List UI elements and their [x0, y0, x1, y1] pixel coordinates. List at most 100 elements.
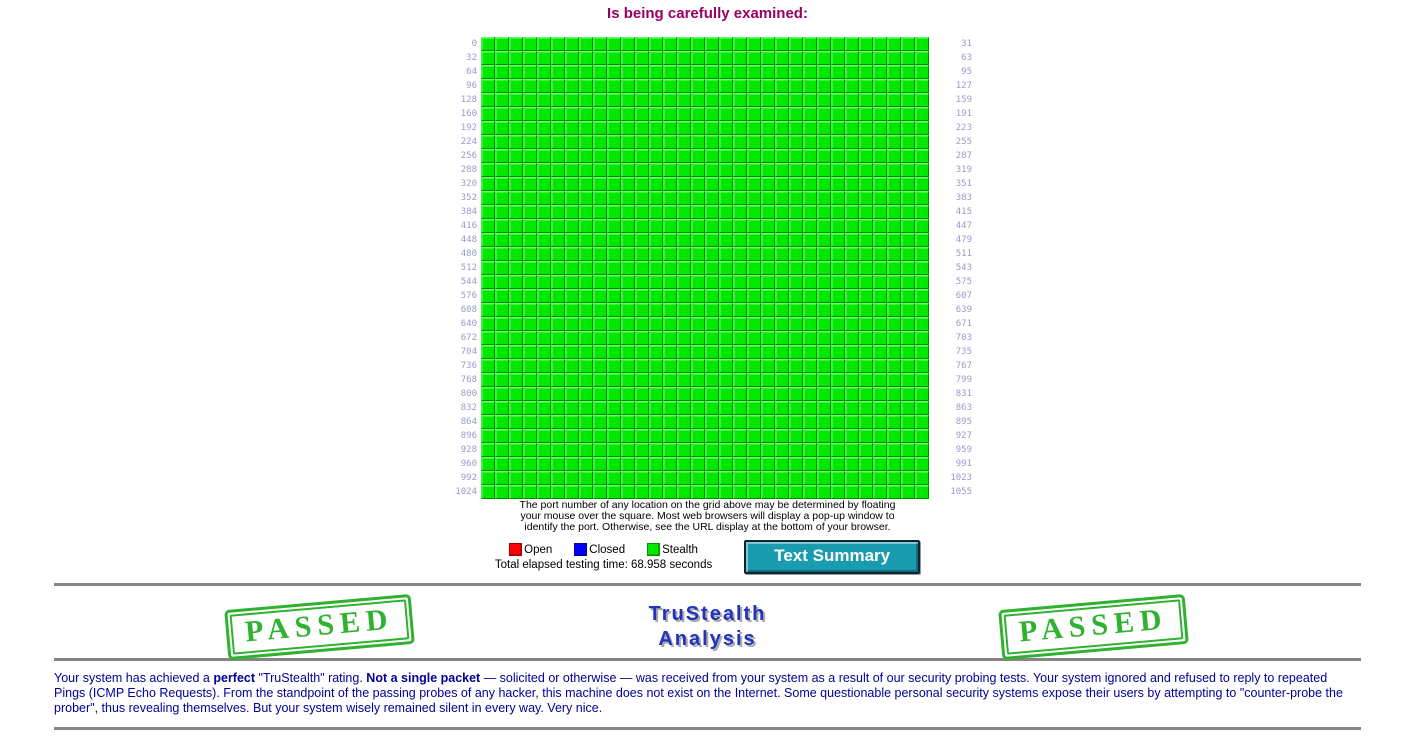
port-cell-stealth[interactable]	[859, 135, 873, 149]
port-cell-stealth[interactable]	[803, 51, 817, 65]
port-cell-stealth[interactable]	[873, 345, 887, 359]
port-cell-stealth[interactable]	[509, 443, 523, 457]
port-cell-stealth[interactable]	[775, 471, 789, 485]
port-cell-stealth[interactable]	[523, 79, 537, 93]
port-cell-stealth[interactable]	[523, 191, 537, 205]
port-cell-stealth[interactable]	[775, 303, 789, 317]
port-cell-stealth[interactable]	[635, 149, 649, 163]
port-cell-stealth[interactable]	[495, 485, 509, 499]
port-cell-stealth[interactable]	[915, 135, 929, 149]
port-cell-stealth[interactable]	[733, 191, 747, 205]
port-cell-stealth[interactable]	[649, 429, 663, 443]
port-cell-stealth[interactable]	[915, 163, 929, 177]
port-cell-stealth[interactable]	[915, 485, 929, 499]
port-cell-stealth[interactable]	[635, 65, 649, 79]
port-cell-stealth[interactable]	[747, 401, 761, 415]
port-cell-stealth[interactable]	[523, 415, 537, 429]
port-cell-stealth[interactable]	[901, 37, 915, 51]
port-cell-stealth[interactable]	[523, 177, 537, 191]
port-cell-stealth[interactable]	[495, 93, 509, 107]
port-cell-stealth[interactable]	[565, 471, 579, 485]
port-cell-stealth[interactable]	[495, 135, 509, 149]
port-cell-stealth[interactable]	[565, 443, 579, 457]
port-cell-stealth[interactable]	[873, 219, 887, 233]
port-cell-stealth[interactable]	[733, 205, 747, 219]
port-cell-stealth[interactable]	[775, 289, 789, 303]
port-cell-stealth[interactable]	[593, 317, 607, 331]
port-cell-stealth[interactable]	[523, 401, 537, 415]
port-cell-stealth[interactable]	[733, 429, 747, 443]
port-cell-stealth[interactable]	[579, 205, 593, 219]
port-cell-stealth[interactable]	[495, 247, 509, 261]
port-cell-stealth[interactable]	[761, 205, 775, 219]
port-cell-stealth[interactable]	[775, 205, 789, 219]
port-cell-stealth[interactable]	[509, 331, 523, 345]
port-cell-stealth[interactable]	[719, 401, 733, 415]
port-cell-stealth[interactable]	[733, 275, 747, 289]
port-cell-stealth[interactable]	[509, 191, 523, 205]
port-cell-stealth[interactable]	[565, 121, 579, 135]
port-cell-stealth[interactable]	[859, 387, 873, 401]
port-cell-stealth[interactable]	[551, 51, 565, 65]
port-cell-stealth[interactable]	[523, 219, 537, 233]
port-cell-stealth[interactable]	[509, 233, 523, 247]
port-cell-stealth[interactable]	[901, 107, 915, 121]
port-cell-stealth[interactable]	[593, 401, 607, 415]
port-cell-stealth[interactable]	[495, 331, 509, 345]
port-cell-stealth[interactable]	[859, 415, 873, 429]
port-cell-stealth[interactable]	[789, 443, 803, 457]
port-cell-stealth[interactable]	[481, 373, 495, 387]
port-cell-stealth[interactable]	[817, 163, 831, 177]
port-cell-stealth[interactable]	[691, 65, 705, 79]
port-cell-stealth[interactable]	[565, 289, 579, 303]
port-cell-stealth[interactable]	[789, 415, 803, 429]
port-cell-stealth[interactable]	[761, 317, 775, 331]
port-cell-stealth[interactable]	[761, 443, 775, 457]
port-cell-stealth[interactable]	[719, 247, 733, 261]
port-cell-stealth[interactable]	[523, 303, 537, 317]
port-cell-stealth[interactable]	[775, 177, 789, 191]
port-cell-stealth[interactable]	[705, 331, 719, 345]
port-cell-stealth[interactable]	[649, 303, 663, 317]
port-cell-stealth[interactable]	[733, 443, 747, 457]
port-cell-stealth[interactable]	[747, 233, 761, 247]
port-cell-stealth[interactable]	[705, 37, 719, 51]
port-cell-stealth[interactable]	[887, 317, 901, 331]
port-cell-stealth[interactable]	[873, 443, 887, 457]
port-cell-stealth[interactable]	[691, 345, 705, 359]
port-cell-stealth[interactable]	[817, 471, 831, 485]
port-cell-stealth[interactable]	[495, 149, 509, 163]
port-cell-stealth[interactable]	[817, 149, 831, 163]
port-cell-stealth[interactable]	[803, 331, 817, 345]
port-cell-stealth[interactable]	[761, 191, 775, 205]
port-cell-stealth[interactable]	[635, 107, 649, 121]
port-cell-stealth[interactable]	[873, 275, 887, 289]
port-cell-stealth[interactable]	[481, 317, 495, 331]
port-cell-stealth[interactable]	[831, 317, 845, 331]
port-cell-stealth[interactable]	[761, 359, 775, 373]
port-cell-stealth[interactable]	[509, 135, 523, 149]
port-cell-stealth[interactable]	[607, 401, 621, 415]
port-cell-stealth[interactable]	[677, 415, 691, 429]
port-cell-stealth[interactable]	[481, 177, 495, 191]
port-cell-stealth[interactable]	[677, 51, 691, 65]
port-cell-stealth[interactable]	[691, 401, 705, 415]
port-cell-stealth[interactable]	[887, 121, 901, 135]
port-cell-stealth[interactable]	[481, 205, 495, 219]
port-cell-stealth[interactable]	[649, 177, 663, 191]
port-cell-stealth[interactable]	[607, 93, 621, 107]
port-cell-stealth[interactable]	[817, 37, 831, 51]
port-cell-stealth[interactable]	[775, 429, 789, 443]
port-cell-stealth[interactable]	[677, 275, 691, 289]
port-cell-stealth[interactable]	[537, 317, 551, 331]
port-cell-stealth[interactable]	[789, 373, 803, 387]
port-cell-stealth[interactable]	[915, 205, 929, 219]
port-cell-stealth[interactable]	[901, 65, 915, 79]
port-cell-stealth[interactable]	[537, 485, 551, 499]
port-cell-stealth[interactable]	[733, 289, 747, 303]
port-cell-stealth[interactable]	[621, 79, 635, 93]
port-cell-stealth[interactable]	[621, 429, 635, 443]
port-cell-stealth[interactable]	[523, 317, 537, 331]
port-cell-stealth[interactable]	[593, 373, 607, 387]
port-cell-stealth[interactable]	[817, 51, 831, 65]
